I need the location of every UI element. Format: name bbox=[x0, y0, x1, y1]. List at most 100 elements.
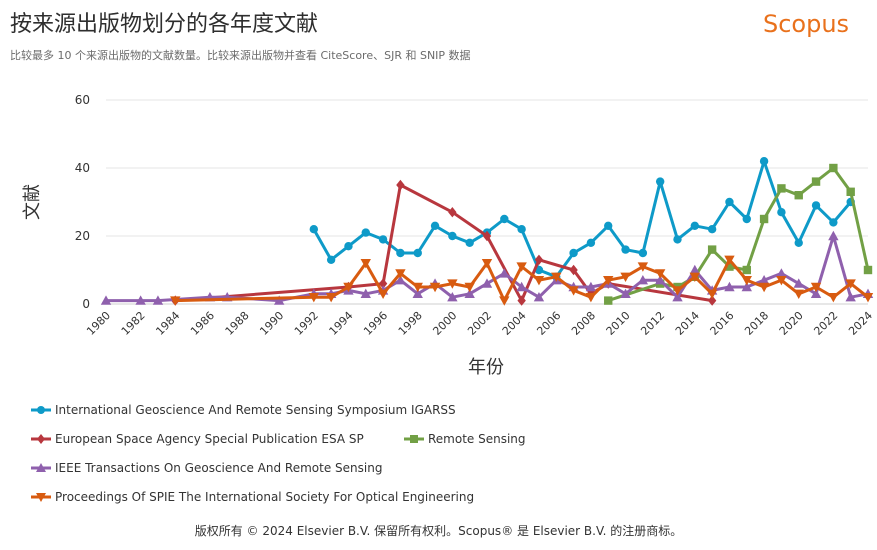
data-point[interactable] bbox=[569, 264, 578, 276]
data-point[interactable] bbox=[447, 292, 458, 302]
legend-item-igarss[interactable]: International Geoscience And Remote Sens… bbox=[30, 402, 456, 418]
data-point[interactable] bbox=[793, 278, 804, 288]
data-point[interactable] bbox=[620, 272, 631, 282]
data-point[interactable] bbox=[724, 281, 735, 292]
data-point[interactable] bbox=[776, 276, 787, 286]
data-point[interactable] bbox=[829, 218, 838, 227]
data-point[interactable] bbox=[758, 275, 770, 285]
data-point[interactable] bbox=[273, 295, 285, 305]
data-point[interactable] bbox=[759, 157, 769, 166]
data-point[interactable] bbox=[586, 238, 596, 247]
data-point[interactable] bbox=[794, 191, 803, 200]
data-point[interactable] bbox=[672, 292, 683, 302]
data-point[interactable] bbox=[481, 259, 493, 269]
data-point[interactable] bbox=[517, 225, 526, 234]
data-point[interactable] bbox=[673, 235, 682, 244]
data-point[interactable] bbox=[135, 295, 146, 305]
data-point[interactable] bbox=[707, 225, 717, 234]
data-point[interactable] bbox=[569, 248, 578, 258]
legend-item-remote-sensing[interactable]: Remote Sensing bbox=[403, 431, 526, 447]
data-point[interactable] bbox=[829, 163, 838, 173]
data-point[interactable] bbox=[343, 282, 354, 293]
data-point[interactable] bbox=[724, 255, 735, 265]
data-point[interactable] bbox=[326, 255, 336, 264]
data-point[interactable] bbox=[412, 282, 423, 293]
data-point[interactable] bbox=[309, 225, 319, 234]
data-point[interactable] bbox=[811, 177, 821, 186]
data-point[interactable] bbox=[828, 293, 839, 303]
data-point[interactable] bbox=[430, 221, 440, 230]
data-point[interactable] bbox=[846, 187, 855, 196]
data-point[interactable] bbox=[794, 238, 803, 247]
data-point[interactable] bbox=[638, 248, 648, 258]
data-point[interactable] bbox=[742, 265, 751, 275]
data-point[interactable] bbox=[499, 296, 510, 306]
data-point[interactable] bbox=[481, 278, 493, 288]
data-point[interactable] bbox=[533, 292, 545, 302]
data-point[interactable] bbox=[499, 268, 510, 278]
data-point[interactable] bbox=[396, 248, 405, 258]
data-point[interactable] bbox=[308, 293, 320, 303]
data-point[interactable] bbox=[689, 272, 701, 282]
data-point[interactable] bbox=[654, 269, 666, 279]
data-point[interactable] bbox=[741, 281, 752, 292]
data-point[interactable] bbox=[551, 272, 562, 282]
data-point[interactable] bbox=[621, 245, 630, 254]
data-point[interactable] bbox=[777, 208, 786, 217]
data-point[interactable] bbox=[395, 269, 406, 279]
data-point[interactable] bbox=[637, 275, 649, 285]
data-point[interactable] bbox=[690, 221, 700, 230]
data-point[interactable] bbox=[862, 293, 874, 303]
data-point[interactable] bbox=[448, 231, 457, 241]
data-point[interactable] bbox=[655, 177, 665, 186]
data-point[interactable] bbox=[396, 179, 405, 191]
data-point[interactable] bbox=[361, 228, 370, 237]
data-point[interactable] bbox=[672, 286, 683, 296]
data-point[interactable] bbox=[325, 293, 337, 303]
data-point[interactable] bbox=[429, 282, 441, 293]
data-point[interactable] bbox=[725, 262, 734, 271]
data-point[interactable] bbox=[759, 214, 769, 224]
data-point[interactable] bbox=[482, 230, 492, 242]
data-point[interactable] bbox=[707, 295, 717, 306]
data-point[interactable] bbox=[447, 279, 458, 289]
data-point[interactable] bbox=[378, 235, 388, 244]
data-point[interactable] bbox=[464, 288, 475, 298]
legend-item-ieee-tgrs[interactable]: IEEE Transactions On Geoscience And Remo… bbox=[30, 460, 382, 476]
data-point[interactable] bbox=[725, 197, 734, 207]
data-point[interactable] bbox=[777, 184, 786, 193]
data-point[interactable] bbox=[689, 264, 701, 275]
data-point[interactable] bbox=[100, 295, 112, 305]
data-point[interactable] bbox=[500, 214, 509, 224]
data-point[interactable] bbox=[620, 288, 631, 298]
data-point[interactable] bbox=[741, 276, 752, 286]
data-point[interactable] bbox=[464, 282, 475, 293]
data-point[interactable] bbox=[412, 288, 423, 298]
data-point[interactable] bbox=[534, 254, 544, 265]
data-point[interactable] bbox=[758, 282, 770, 293]
data-point[interactable] bbox=[604, 221, 613, 230]
data-point[interactable] bbox=[793, 289, 804, 299]
legend-item-esa-sp[interactable]: European Space Agency Special Publicatio… bbox=[30, 431, 364, 447]
data-point[interactable] bbox=[828, 230, 839, 241]
data-point[interactable] bbox=[152, 295, 164, 305]
scopus-logo[interactable]: Scopus bbox=[763, 10, 850, 38]
data-point[interactable] bbox=[585, 281, 597, 292]
data-point[interactable] bbox=[517, 295, 526, 306]
data-point[interactable] bbox=[568, 286, 579, 296]
legend-item-spie[interactable]: Proceedings Of SPIE The International So… bbox=[30, 489, 474, 505]
data-point[interactable] bbox=[516, 281, 527, 292]
data-point[interactable] bbox=[742, 214, 751, 224]
data-point[interactable] bbox=[863, 265, 873, 275]
data-point[interactable] bbox=[845, 279, 856, 289]
data-point[interactable] bbox=[654, 275, 666, 285]
data-point[interactable] bbox=[776, 268, 787, 278]
data-point[interactable] bbox=[637, 262, 649, 272]
data-point[interactable] bbox=[516, 262, 527, 272]
data-point[interactable] bbox=[845, 292, 856, 302]
data-point[interactable] bbox=[604, 296, 613, 305]
data-point[interactable] bbox=[413, 248, 422, 258]
data-point[interactable] bbox=[707, 245, 717, 254]
data-point[interactable] bbox=[603, 276, 614, 286]
data-point[interactable] bbox=[360, 259, 371, 269]
